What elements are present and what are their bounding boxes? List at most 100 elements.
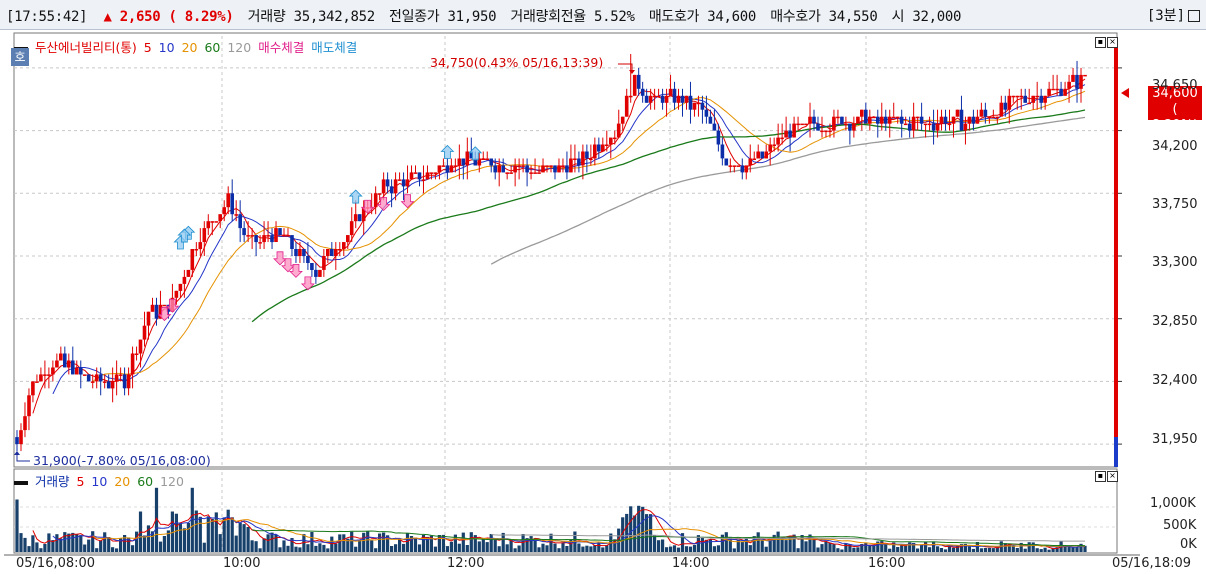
up-candle: [664, 95, 669, 103]
volume-bar: [868, 544, 872, 552]
up-candle: [47, 374, 51, 376]
volume-bar: [493, 539, 497, 552]
up-candle: [923, 123, 928, 126]
up-candle: [939, 116, 944, 124]
up-candle: [51, 367, 55, 375]
volume-bar: [1067, 547, 1071, 552]
volume-bar: [892, 542, 896, 552]
down-candle: [154, 304, 159, 319]
volume-bar: [1051, 548, 1055, 552]
up-candle: [780, 137, 784, 140]
up-candle: [214, 221, 219, 223]
buy-execution-marker: [288, 263, 303, 278]
volume-bar: [123, 535, 127, 552]
down-candle: [688, 95, 693, 110]
up-candle: [868, 116, 872, 124]
up-candle: [1055, 88, 1059, 91]
down-candle: [63, 353, 67, 368]
up-candle: [955, 109, 960, 117]
down-candle: [636, 74, 641, 89]
volume-bar: [226, 509, 230, 552]
up-candle: [202, 228, 207, 242]
volume-bar: [569, 539, 573, 552]
down-candle: [672, 88, 677, 103]
maximize-panel-icon[interactable]: ▪: [1095, 37, 1106, 48]
up-arrow-icon: ▲: [103, 9, 112, 25]
volume-bar: [346, 538, 350, 552]
x-tick: 10:00: [223, 556, 261, 571]
volume-bar: [186, 522, 190, 552]
volume-bar: [1003, 543, 1007, 552]
volume-bar: [800, 535, 804, 552]
volume-bar: [170, 511, 174, 552]
volume-bar: [386, 535, 390, 552]
volume-bar: [979, 548, 983, 552]
up-candle: [134, 353, 139, 355]
up-candle: [752, 158, 756, 160]
legend-vol-ma120: 120: [160, 474, 184, 489]
up-candle: [262, 235, 266, 243]
up-candle: [274, 228, 278, 242]
y-tick: 32,850: [1152, 314, 1198, 329]
up-candle: [772, 144, 776, 146]
volume-bar: [983, 548, 987, 552]
volume-bar: [258, 548, 262, 552]
up-candle: [1007, 95, 1012, 110]
volume-bar: [947, 545, 952, 552]
up-candle: [999, 102, 1004, 117]
up-candle: [521, 165, 525, 167]
volume-value: 35,342,852: [293, 9, 376, 25]
volume-bar: [561, 542, 565, 552]
volume-bar: [517, 545, 521, 552]
period-window-icon[interactable]: [1188, 10, 1200, 22]
up-candle: [792, 123, 796, 138]
volume-bar: [461, 532, 465, 552]
up-candle: [206, 221, 211, 229]
down-candle: [493, 165, 497, 173]
period-selector[interactable]: [3분]: [1147, 5, 1200, 25]
volume-bar: [354, 546, 358, 552]
down-candle: [314, 269, 318, 277]
down-candle: [971, 116, 976, 124]
volume-bar: [740, 542, 744, 552]
volume-bar: [601, 547, 605, 552]
up-candle: [405, 179, 410, 187]
down-candle: [931, 123, 936, 131]
maximize-volume-panel-icon[interactable]: ▪: [1095, 471, 1106, 482]
up-candle: [361, 207, 366, 222]
volume-bar: [864, 543, 868, 552]
volume-bar: [210, 518, 214, 552]
down-candle: [302, 249, 306, 256]
down-candle: [489, 158, 493, 166]
x-tick: 14:00: [672, 556, 710, 571]
up-candle: [182, 276, 187, 284]
quote-header: [17:55:42] ▲ 2,650 ( 8.29%) 거래량 35,342,8…: [0, 0, 1206, 30]
down-candle: [106, 381, 111, 389]
buy-execution-marker: [157, 307, 172, 322]
volume-bar: [896, 547, 900, 552]
volume-bar: [780, 537, 784, 552]
volume-bar: [820, 544, 824, 552]
volume-bar: [473, 535, 477, 552]
period-label[interactable]: [3분]: [1146, 8, 1185, 24]
price-change: 2,650 ( 8.29%): [119, 9, 234, 25]
up-candle: [90, 381, 95, 383]
up-candle: [234, 214, 238, 216]
close-panel-icon[interactable]: ×: [1107, 37, 1118, 48]
up-candle: [178, 283, 183, 291]
up-candle: [377, 193, 382, 195]
down-candle: [238, 214, 242, 229]
legend-ma5: 5: [143, 40, 152, 55]
close-volume-panel-icon[interactable]: ×: [1107, 471, 1118, 482]
volume-bar: [621, 517, 625, 552]
ho-badge[interactable]: 호: [11, 48, 29, 66]
up-candle: [429, 172, 434, 174]
up-candle: [620, 116, 625, 124]
volume-bar: [872, 544, 876, 552]
up-candle: [282, 235, 286, 237]
up-candle: [1031, 95, 1035, 103]
up-candle: [94, 374, 99, 382]
volume-bar: [840, 549, 844, 552]
down-candle: [716, 130, 721, 145]
